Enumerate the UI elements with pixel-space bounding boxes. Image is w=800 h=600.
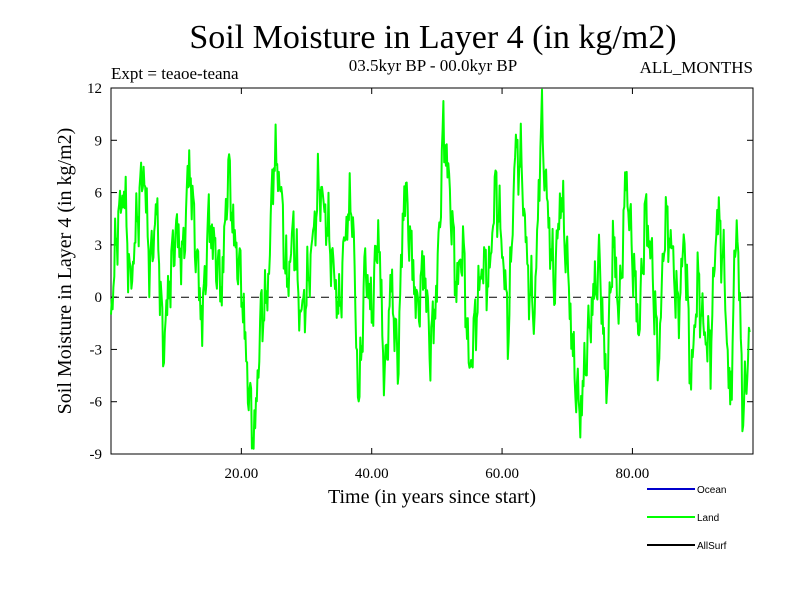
chart-subtitle: 03.5kyr BP - 00.0kyr BP — [349, 56, 517, 75]
x-axis-label: Time (in years since start) — [328, 486, 536, 508]
x-tick-label: 80.00 — [616, 466, 650, 482]
x-tick-label: 40.00 — [355, 466, 389, 482]
y-tick-label: 12 — [87, 81, 102, 97]
experiment-label: Expt = teaoe-teana — [111, 64, 239, 83]
x-tick-label: 60.00 — [485, 466, 519, 482]
y-tick-label: 9 — [95, 133, 103, 149]
y-tick-label: -3 — [90, 342, 103, 358]
y-tick-label: -6 — [90, 395, 103, 411]
chart-title: Soil Moisture in Layer 4 (in kg/m2) — [189, 19, 676, 56]
y-axis-label: Soil Moisture in Layer 4 (in kg/m2) — [54, 128, 76, 415]
y-tick-label: 0 — [95, 290, 103, 306]
y-tick-label: -9 — [90, 447, 103, 463]
legend-ocean-label: Ocean — [697, 485, 726, 496]
y-tick-label: 3 — [95, 238, 103, 254]
plot-frame — [110, 87, 754, 455]
legend-allsurf-label: AllSurf — [697, 541, 727, 552]
land-series-line — [110, 88, 751, 450]
legend: Ocean Land AllSurf — [647, 485, 727, 552]
legend-land-label: Land — [697, 513, 719, 524]
y-tick-label: 6 — [95, 186, 103, 202]
x-tick-label: 20.00 — [224, 466, 258, 482]
months-label: ALL_MONTHS — [640, 58, 753, 77]
